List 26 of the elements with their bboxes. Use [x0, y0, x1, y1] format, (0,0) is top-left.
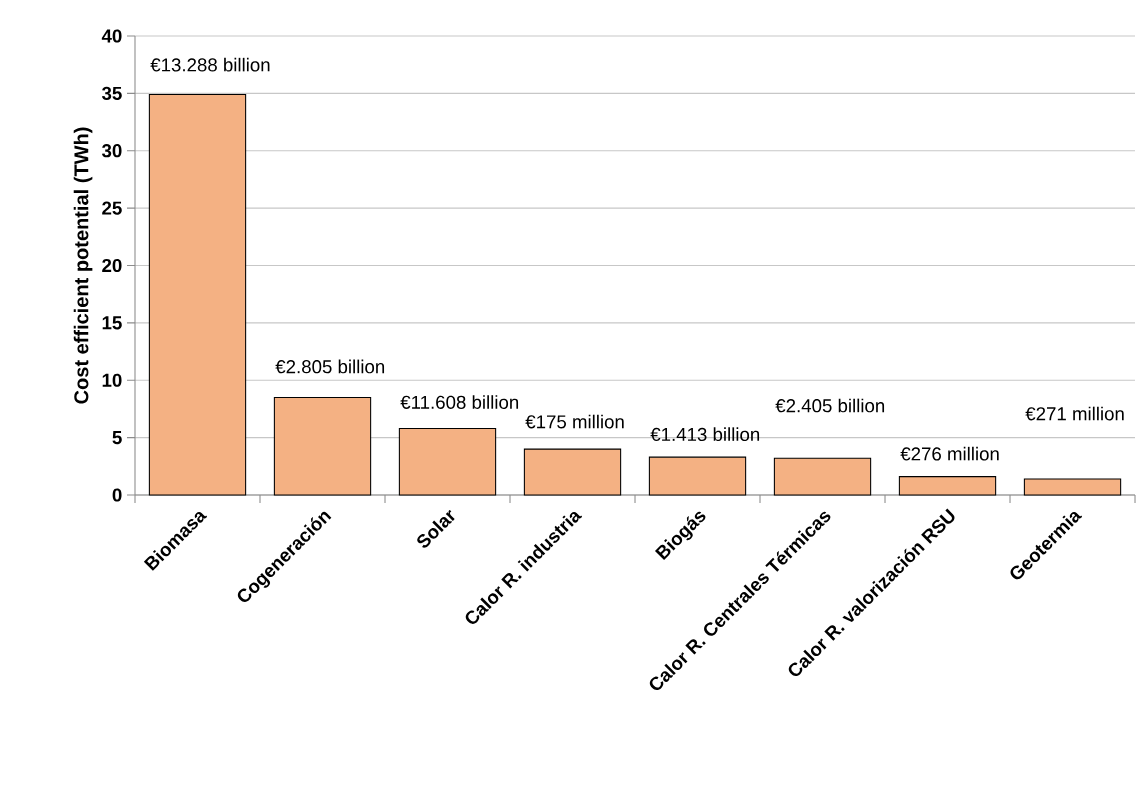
y-tick-label: 40: [101, 29, 122, 43]
bar: [148, 93, 247, 496]
y-tick-label: 15: [102, 316, 122, 330]
annotation: €2.805 billion: [275, 359, 385, 374]
y-tick-label: 30: [101, 144, 122, 158]
y-tick-label: 20: [102, 258, 122, 273]
annotation: €1.413 billion: [650, 427, 760, 442]
annotation: €175 million: [525, 414, 624, 429]
annotation: €271 million: [1025, 406, 1124, 421]
bar: [398, 427, 497, 496]
bar: [273, 396, 372, 496]
y-tick-label: 5: [112, 431, 122, 445]
annotation: €2.405 billion: [775, 398, 885, 413]
annotation: €276 million: [900, 446, 999, 461]
bar: [1023, 478, 1122, 496]
annotation: €11.608 billion: [400, 395, 519, 409]
y-tick-label: 10: [102, 373, 122, 387]
annotation: €13.288 billion: [150, 57, 270, 72]
y-axis-title: Cost efficient potential (TWh): [73, 127, 93, 404]
bar: [648, 456, 747, 496]
bar: [523, 448, 622, 496]
y-tick-label: 25: [102, 201, 122, 215]
y-tick-label: 0: [112, 488, 122, 502]
bar: [898, 476, 997, 496]
bar: [773, 457, 872, 496]
y-tick-label: 35: [101, 86, 122, 100]
